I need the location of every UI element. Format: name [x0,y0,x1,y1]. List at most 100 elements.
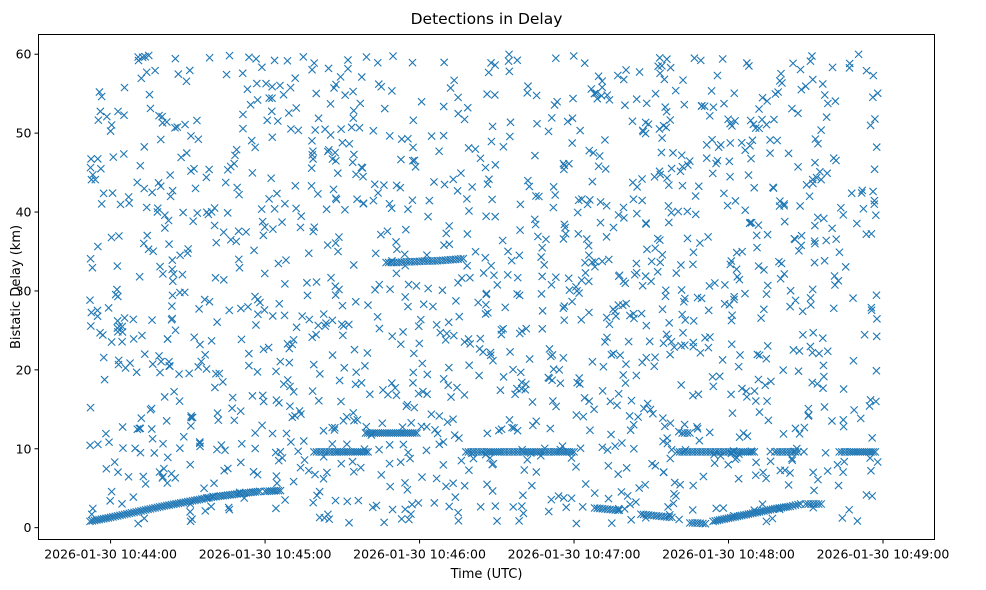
detection-marker [98,330,107,339]
detection-marker [487,137,496,146]
detection-marker [133,425,142,434]
detection-marker [280,311,289,320]
detection-marker [619,213,628,222]
detection-marker [442,329,451,338]
detection-marker [219,228,228,237]
detection-marker [810,258,819,267]
detection-marker [623,491,632,500]
detection-marker [377,82,386,91]
detection-marker [732,265,741,274]
detection-marker [560,302,569,311]
detection-marker [396,155,405,164]
detection-marker [363,349,372,358]
detection-marker [594,162,603,171]
detection-marker [598,386,607,395]
detection-marker [584,241,593,250]
detection-marker [202,364,211,373]
detection-marker [404,515,413,524]
detection-marker [163,335,172,344]
detection-marker [708,372,717,381]
detection-marker [148,360,157,369]
detection-marker [444,318,453,327]
detection-marker [506,347,515,356]
detection-marker [135,424,144,433]
detection-marker [476,502,485,511]
detection-marker [806,342,815,351]
detection-marker [383,227,392,236]
detection-marker [585,146,594,155]
detection-marker [757,314,766,323]
plot-area-frame [38,34,935,540]
detection-marker [431,425,439,434]
detection-marker [697,101,706,110]
detection-marker [361,447,370,456]
detection-marker [205,165,214,174]
detection-marker [666,454,675,463]
detection-marker [179,432,188,441]
detection-marker [268,225,277,234]
detection-marker [280,279,289,288]
detection-marker [245,53,253,62]
detection-marker [411,162,420,171]
detection-marker [412,428,421,437]
detection-marker [457,274,466,283]
detection-marker [589,148,598,157]
detection-marker [145,90,154,99]
detection-marker [465,273,474,282]
detection-marker [869,187,878,196]
detection-marker [397,514,406,523]
detection-marker [632,95,641,104]
detection-marker [797,231,806,240]
detection-marker [186,507,195,516]
detection-marker [253,470,262,479]
detection-marker [817,126,826,135]
detection-marker [584,277,593,286]
detection-marker [751,397,760,406]
detection-marker [806,300,815,309]
detection-marker [170,387,179,396]
detection-marker [681,316,690,325]
detection-marker [151,66,160,75]
detection-marker [144,245,153,254]
detection-marker [787,454,796,463]
detection-marker [727,390,736,399]
detection-marker [296,463,305,472]
detection-marker [766,377,775,386]
detection-marker [513,273,522,282]
detection-marker [657,61,666,70]
detection-marker [516,368,525,377]
detection-marker [823,467,832,476]
detection-marker [709,103,718,112]
detection-marker [460,390,469,399]
detection-marker [740,289,749,298]
detection-marker [345,139,354,148]
detection-marker [349,408,358,417]
detection-marker [598,257,607,266]
detection-marker [704,306,713,315]
detection-marker [605,320,614,329]
detection-marker [603,445,612,454]
detection-marker [258,217,267,226]
detection-marker [104,303,113,312]
detection-marker [207,502,216,511]
detection-marker [727,316,736,325]
detection-marker [252,79,261,88]
detection-marker [776,466,785,475]
detection-marker [609,223,618,232]
detection-marker [667,445,676,454]
detection-marker [280,199,289,208]
detection-marker [683,234,692,243]
detection-marker [811,135,820,144]
detection-marker [769,184,778,193]
detection-marker [559,159,568,168]
detection-marker [657,148,666,157]
detection-marker [454,508,463,517]
detection-marker [143,231,152,240]
detection-marker [171,326,180,335]
detection-marker [479,348,488,357]
detection-marker [763,281,772,290]
detection-marker [311,126,320,135]
detection-marker [769,115,778,124]
detection-marker [590,489,599,498]
detection-marker [577,195,586,204]
